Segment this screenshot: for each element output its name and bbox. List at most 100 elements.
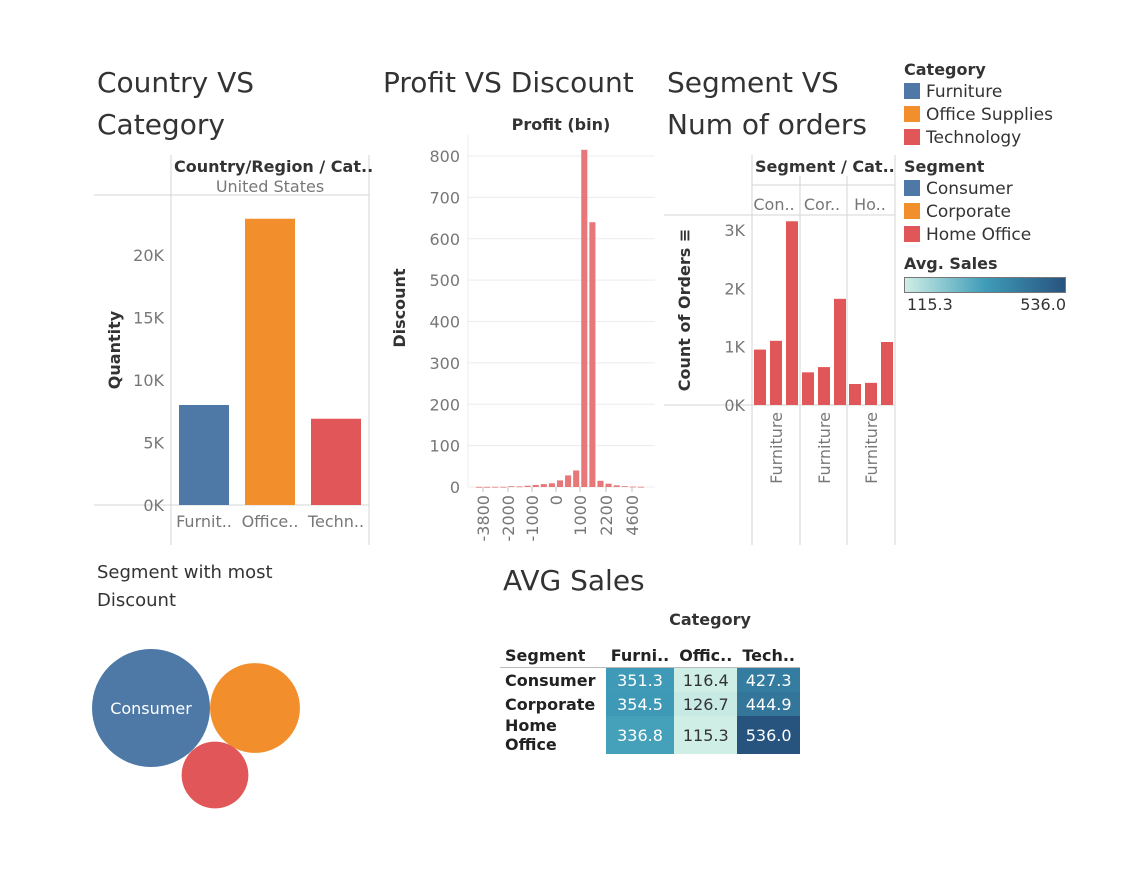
swatch-office-supplies bbox=[904, 106, 920, 122]
legend-item-office-supplies[interactable]: Office Supplies bbox=[904, 105, 1124, 125]
legend-item-home-office[interactable]: Home Office bbox=[904, 225, 1124, 245]
segment-label: Cor.. bbox=[804, 195, 840, 214]
ramp-max-label: 536.0 bbox=[1020, 295, 1066, 314]
x-tick-label: Office.. bbox=[242, 512, 299, 531]
heatmap-col-label: Furni.. bbox=[610, 645, 670, 665]
title-line-1: Country VS bbox=[97, 66, 255, 99]
y-tick-label: 5K bbox=[143, 434, 164, 453]
y-tick-label: 700 bbox=[429, 188, 460, 207]
heatmap-table: Segment Furni.. Offic.. Tech.. Consumer 3… bbox=[500, 643, 800, 754]
title-country-vs-category: Country VS Category bbox=[97, 62, 254, 146]
y-tick-label: 2K bbox=[724, 279, 745, 298]
bar bbox=[786, 221, 798, 405]
y-axis-title: Discount bbox=[390, 268, 409, 348]
y-tick-label: 100 bbox=[429, 437, 460, 456]
title-line-1: Segment with most bbox=[97, 562, 273, 583]
heatmap-cell[interactable]: 115.3 bbox=[674, 716, 738, 754]
title-line-2: Num of orders bbox=[667, 108, 868, 141]
heatmap-row-label: Home Office bbox=[505, 716, 557, 754]
x-tick-label: 4600 bbox=[623, 495, 642, 536]
bubble bbox=[210, 663, 300, 753]
category-label: Furniture bbox=[815, 412, 834, 484]
y-tick-label: 800 bbox=[429, 147, 460, 166]
heatmap-row: Consumer 351.3 116.4 427.3 bbox=[500, 667, 800, 692]
chart-header-label: Segment / Cat.. bbox=[755, 157, 895, 176]
legend-segment-title: Segment bbox=[904, 157, 985, 176]
heatmap-row: Home Office 336.8 115.3 536.0 bbox=[500, 716, 800, 754]
legend-label: Furniture bbox=[926, 82, 1003, 102]
title-avg-sales: AVG Sales bbox=[503, 564, 645, 597]
histogram-bar bbox=[629, 486, 636, 488]
histogram-bar bbox=[589, 222, 596, 487]
country-label: United States bbox=[216, 177, 324, 196]
histogram-bar bbox=[500, 486, 507, 488]
bar bbox=[245, 218, 295, 505]
heatmap-column-header: Category bbox=[669, 610, 751, 629]
x-tick-label: -2000 bbox=[499, 495, 518, 542]
bar bbox=[311, 418, 361, 505]
histogram-bar bbox=[524, 485, 531, 487]
y-tick-label: 1K bbox=[724, 338, 745, 357]
heatmap-cell[interactable]: 351.3 bbox=[605, 667, 675, 692]
x-axis-title: Profit (bin) bbox=[512, 115, 611, 134]
heatmap-header-row: Segment Furni.. Offic.. Tech.. bbox=[500, 643, 800, 668]
legend-item-consumer[interactable]: Consumer bbox=[904, 179, 1124, 199]
y-axis-title: Quantity bbox=[105, 310, 124, 389]
avg-sales-ramp-labels: 115.3 536.0 bbox=[904, 293, 1066, 315]
y-tick-label: 10K bbox=[133, 371, 164, 390]
title-line-1: Segment VS bbox=[667, 66, 839, 99]
histogram-bar bbox=[565, 475, 572, 487]
heatmap-cell[interactable]: 116.4 bbox=[674, 667, 738, 692]
bar bbox=[834, 298, 846, 405]
bubble bbox=[181, 741, 249, 809]
chart-segment-vs-orders: Segment / Cat.. Con.. Cor.. Ho.. 0K 1K 2K 3K Cou… bbox=[664, 155, 896, 545]
bar bbox=[770, 340, 782, 405]
histogram-bar bbox=[637, 486, 644, 488]
title-segment-vs-orders: Segment VS Num of orders bbox=[667, 62, 867, 146]
histogram-bar bbox=[605, 483, 612, 487]
bar bbox=[849, 384, 861, 405]
legend-label: Consumer bbox=[926, 179, 1013, 199]
histogram-bar bbox=[532, 484, 539, 487]
legend-label: Technology bbox=[926, 128, 1022, 148]
heatmap-cell[interactable]: 126.7 bbox=[674, 692, 738, 716]
avg-sales-color-ramp bbox=[904, 277, 1066, 293]
swatch-technology bbox=[904, 129, 920, 145]
heatmap-cell[interactable]: 336.8 bbox=[605, 716, 675, 754]
bar bbox=[802, 372, 814, 405]
heatmap-cell[interactable]: 536.0 bbox=[737, 716, 800, 754]
legend-item-furniture[interactable]: Furniture bbox=[904, 82, 1124, 102]
histogram-bar bbox=[540, 484, 547, 487]
category-label: Furniture bbox=[767, 412, 786, 484]
title-line-2: Category bbox=[97, 108, 225, 141]
chart-segment-bubbles: Consumer bbox=[92, 649, 300, 809]
y-tick-label: 600 bbox=[429, 230, 460, 249]
legend-label: Office Supplies bbox=[926, 105, 1053, 125]
histogram-bar bbox=[573, 470, 580, 487]
legend-item-corporate[interactable]: Corporate bbox=[904, 202, 1124, 222]
x-tick-label: 1000 bbox=[571, 495, 590, 536]
heatmap-cell[interactable]: 444.9 bbox=[737, 692, 800, 716]
title-profit-vs-discount: Profit VS Discount bbox=[383, 66, 634, 99]
swatch-furniture bbox=[904, 83, 920, 99]
y-tick-label: 0K bbox=[724, 396, 745, 415]
chart-profit-vs-discount: Profit (bin) Discount 0 100 200 300 400 500 600 7… bbox=[390, 115, 655, 542]
y-tick-label: 20K bbox=[133, 246, 164, 265]
y-tick-label: 3K bbox=[724, 221, 745, 240]
bar bbox=[818, 367, 830, 405]
bar bbox=[179, 405, 229, 505]
x-tick-label: -3800 bbox=[474, 495, 493, 542]
bar bbox=[865, 382, 877, 405]
bar bbox=[881, 342, 893, 405]
chart-country-vs-category: Country/Region / Cat..United States 0K 5K 1… bbox=[94, 155, 373, 545]
segment-label: Ho.. bbox=[854, 195, 886, 214]
heatmap-cell[interactable]: 427.3 bbox=[737, 667, 800, 692]
legend-category-title: Category bbox=[904, 60, 986, 79]
heatmap-col-label: Offic.. bbox=[679, 645, 733, 665]
swatch-home-office bbox=[904, 226, 920, 242]
legend-label: Corporate bbox=[926, 202, 1011, 222]
heatmap-row-label: Corporate bbox=[505, 694, 596, 714]
y-tick-label: 400 bbox=[429, 313, 460, 332]
legend-item-technology[interactable]: Technology bbox=[904, 128, 1124, 148]
heatmap-cell[interactable]: 354.5 bbox=[605, 692, 675, 716]
